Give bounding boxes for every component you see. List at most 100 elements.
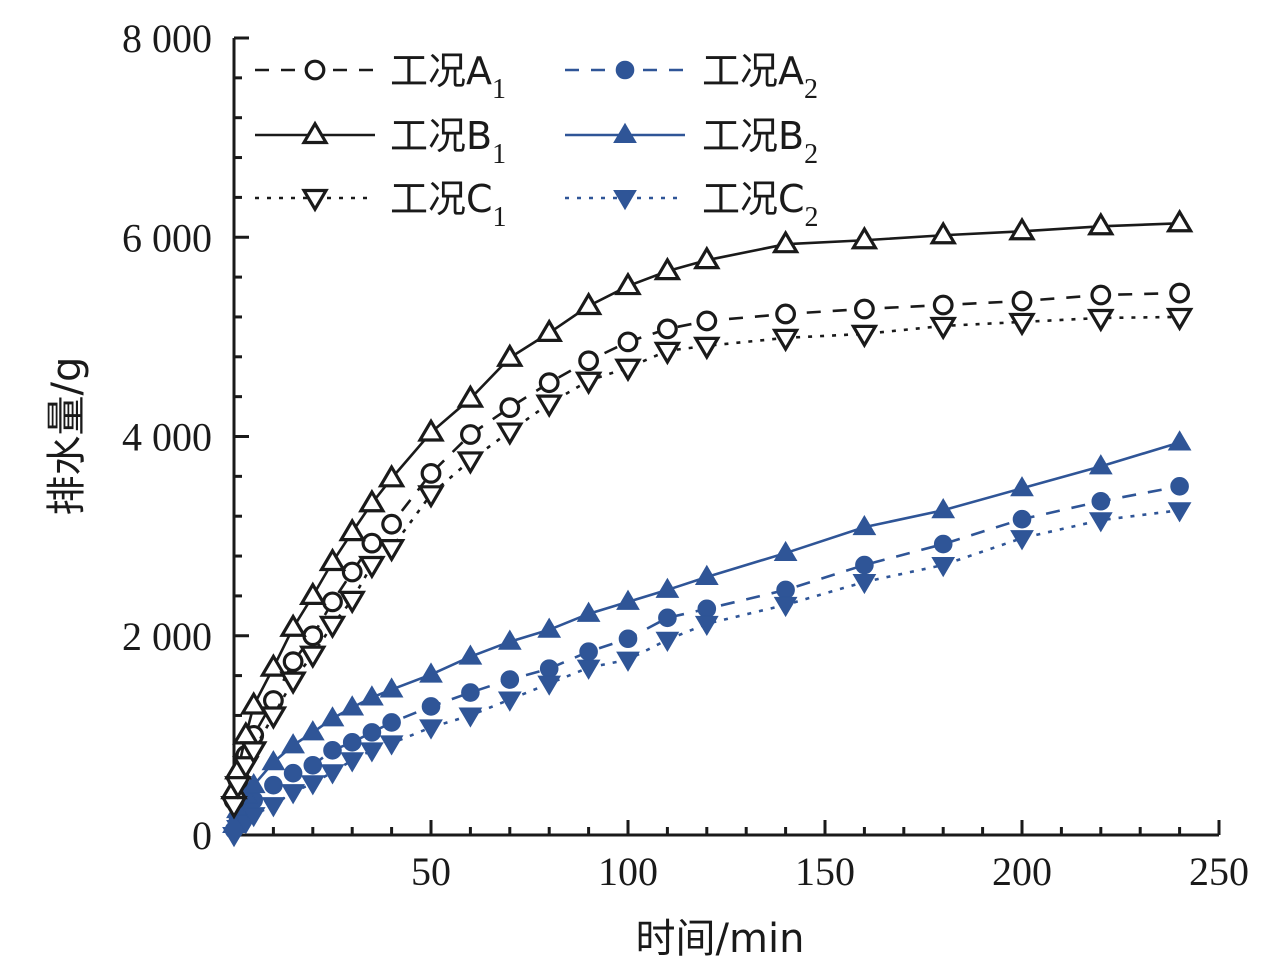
data-point: [456, 384, 485, 408]
data-point: [239, 691, 268, 715]
legend-item: 工况B1: [255, 114, 506, 170]
data-point: [1087, 308, 1115, 333]
data-point: [537, 675, 562, 696]
data-point: [299, 645, 327, 670]
series-工况B2: [222, 430, 1192, 834]
data-point: [461, 683, 480, 702]
data-point: [537, 617, 562, 638]
data-point: [1169, 282, 1190, 304]
data-point: [318, 547, 347, 572]
data-point: [282, 651, 304, 673]
data-point: [658, 608, 677, 628]
data-point: [1165, 208, 1194, 233]
data-point: [776, 580, 795, 600]
legend-label: 工况C2: [702, 177, 819, 233]
data-point: [261, 797, 286, 818]
legend-subscript: 2: [804, 139, 818, 170]
data-point: [322, 591, 343, 613]
data-point: [264, 775, 283, 795]
data-point: [1087, 211, 1115, 236]
legend-item: 工况C2: [565, 177, 819, 233]
data-point: [693, 336, 721, 361]
legend-label: 工况A1: [390, 49, 506, 105]
data-point: [318, 615, 347, 640]
data-point: [241, 772, 266, 794]
legend-item: 工况C1: [255, 177, 507, 233]
data-point: [1091, 491, 1111, 511]
data-point: [300, 720, 325, 741]
legend-label: 工况C1: [390, 177, 507, 233]
data-point: [931, 498, 956, 519]
data-point: [421, 697, 441, 716]
data-point: [362, 723, 382, 742]
data-point: [653, 341, 682, 366]
data-point: [655, 631, 680, 652]
data-point: [379, 735, 404, 756]
data-point: [417, 485, 445, 509]
data-point: [232, 756, 260, 780]
data-point: [1090, 284, 1112, 306]
data-point: [241, 807, 266, 828]
legend-label: 工况B2: [702, 114, 818, 170]
x-tick-label: 150: [795, 849, 855, 894]
data-point: [574, 291, 603, 316]
data-point: [694, 615, 719, 637]
data-point: [616, 589, 640, 610]
data-point: [281, 784, 305, 805]
legend-subscript: 2: [805, 202, 819, 233]
data-point: [381, 513, 403, 535]
data-point: [771, 328, 800, 353]
data-point: [300, 775, 325, 796]
data-point: [538, 372, 560, 394]
data-point: [1010, 476, 1034, 497]
data-point: [303, 755, 323, 775]
data-point: [574, 371, 603, 396]
data-point: [850, 225, 879, 250]
data-point: [771, 229, 800, 254]
data-point: [320, 764, 345, 785]
legend-subscript: 1: [493, 202, 507, 233]
data-point: [377, 538, 406, 563]
data-point: [500, 670, 520, 689]
data-point: [576, 659, 601, 680]
data-point: [614, 271, 642, 296]
data-point: [852, 573, 877, 595]
axes: 50 100 150 200 250 0 2 000 4 000 6 000 8 000: [122, 16, 1249, 894]
data-point: [283, 763, 303, 783]
data-point: [655, 577, 680, 598]
series-工况C1: [220, 307, 1194, 820]
data-point: [460, 424, 481, 445]
y-tick-label: 0: [192, 813, 212, 858]
data-point: [299, 581, 327, 605]
series-工况A1: [223, 282, 1190, 811]
data-point: [279, 613, 307, 637]
data-point: [1170, 477, 1189, 496]
data-point: [852, 514, 877, 536]
legend-label: 工况A2: [702, 49, 818, 105]
legend-label: 工况B1: [390, 114, 506, 170]
data-point: [456, 451, 485, 475]
data-point: [358, 555, 386, 580]
legend-item: 工况B2: [565, 114, 818, 170]
data-point: [379, 677, 404, 698]
data-point: [420, 462, 442, 484]
data-point: [773, 596, 798, 618]
data-point: [1167, 502, 1192, 523]
data-point: [417, 418, 445, 442]
legend-item: 工况A1: [255, 49, 506, 105]
series-layer: [220, 208, 1194, 848]
data-point: [657, 318, 678, 340]
data-point: [259, 653, 288, 677]
x-tick-label: 50: [411, 849, 451, 894]
legend-marker: [615, 60, 635, 80]
data-point: [340, 752, 365, 773]
data-point: [340, 695, 365, 716]
legend-item: 工况A2: [565, 49, 818, 105]
data-point: [854, 298, 875, 320]
data-point: [535, 394, 563, 418]
data-point: [323, 741, 342, 760]
data-point: [929, 220, 957, 245]
data-point: [578, 350, 599, 372]
data-point: [1008, 312, 1036, 337]
